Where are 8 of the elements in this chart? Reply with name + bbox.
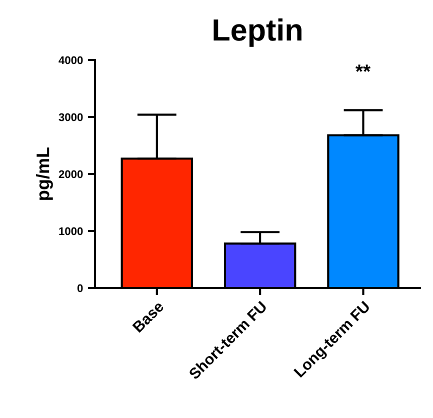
y-tick-label: 3000 [58,113,83,122]
y-tick-label: 2000 [58,170,83,178]
annotation: ** [355,64,371,72]
y-axis-title: pg/mL [36,147,53,200]
y-tick-label: 4000 [58,56,83,64]
y-tick-label: 1000 [59,227,83,236]
chart-title: Leptin [214,18,302,47]
y-tick-label: 0 [77,284,83,292]
